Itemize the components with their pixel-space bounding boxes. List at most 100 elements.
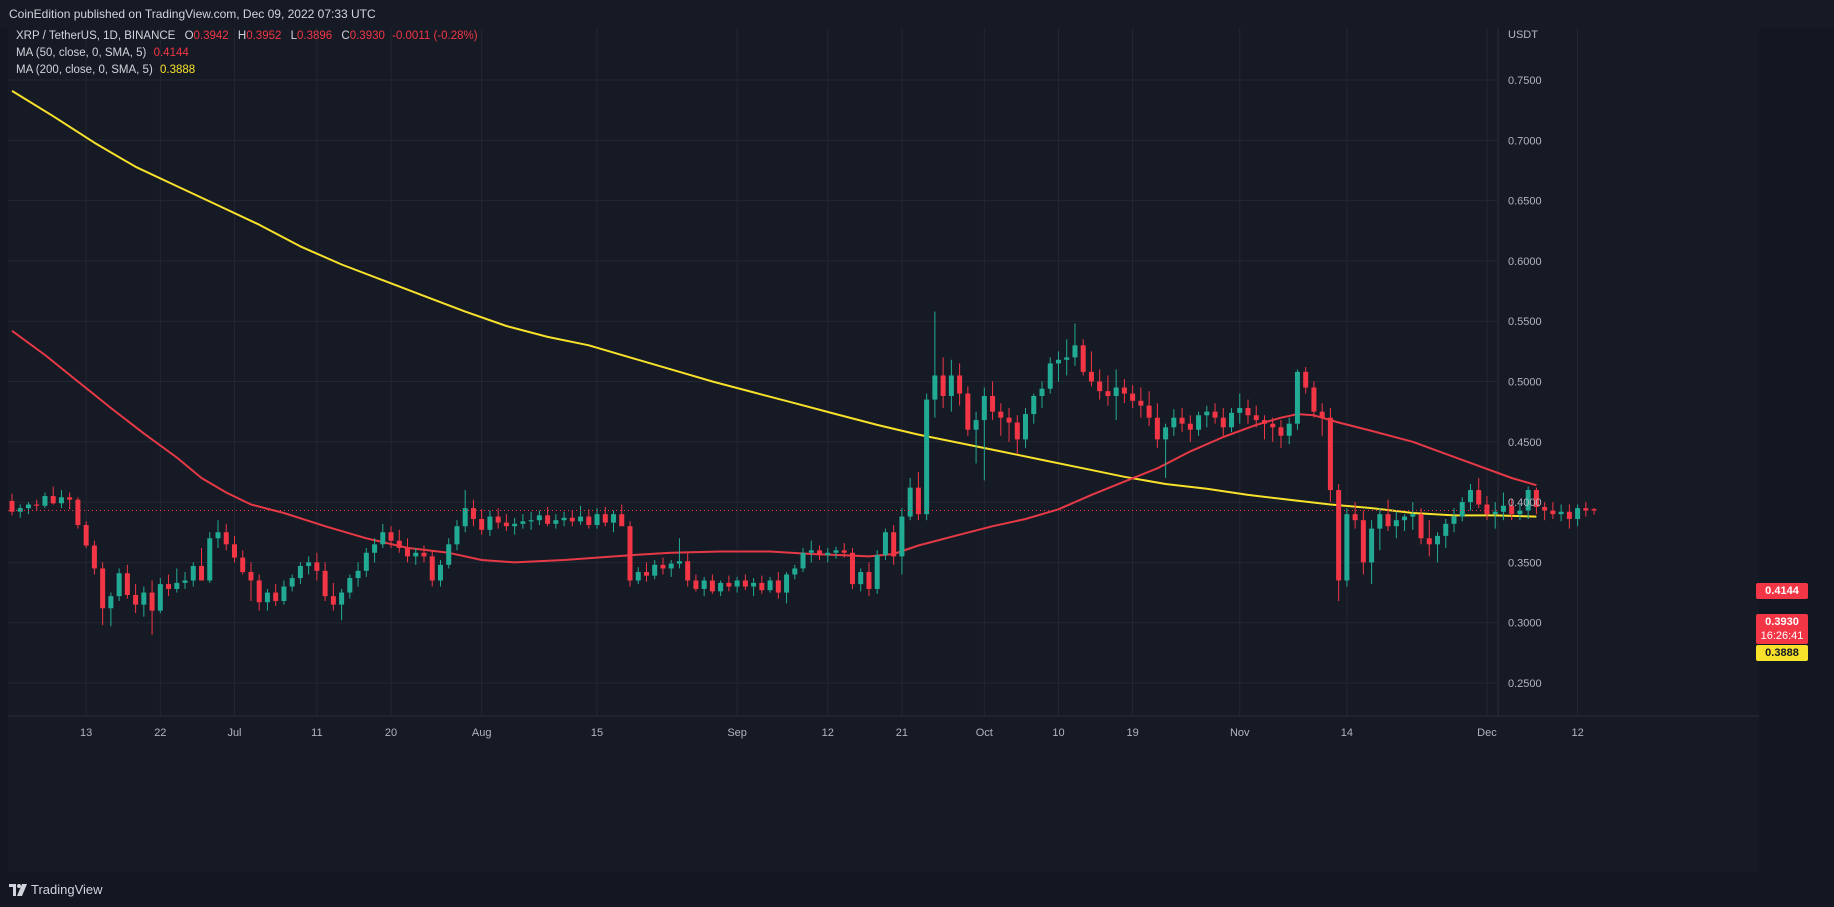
candle-body [396, 540, 402, 548]
candle-body [643, 572, 649, 576]
time-tick-label: Jul [227, 727, 241, 739]
candle-body [1055, 359, 1061, 364]
candle-body [668, 563, 674, 569]
candle-body [1566, 511, 1572, 519]
candle-body [1344, 514, 1350, 581]
legend-ma200-row[interactable]: MA (200, close, 0, SMA, 5) 0.3888 [16, 64, 195, 76]
candle-body [957, 375, 963, 394]
candle-body [998, 411, 1004, 418]
candle-body [462, 508, 468, 527]
candle-body [1237, 408, 1243, 413]
candle-body [619, 514, 625, 527]
candle-body [858, 572, 864, 585]
time-tick-label: Aug [472, 727, 492, 739]
candle-body [248, 572, 254, 581]
candle-body [1336, 490, 1342, 581]
price-tick-label: 0.7500 [1508, 75, 1542, 87]
tradingview-logo[interactable]: TradingView [9, 882, 103, 897]
candle-body [116, 573, 122, 597]
candle-body [602, 514, 608, 523]
candle-body [685, 561, 691, 581]
price-axis-unit: USDT [1508, 29, 1538, 41]
price-tick-label: 0.4500 [1508, 437, 1542, 449]
price-tick-label: 0.4000 [1508, 497, 1542, 509]
candle-body [1196, 415, 1202, 430]
candle-body [833, 550, 839, 553]
candle-body [1327, 417, 1333, 491]
candle-body [289, 578, 295, 587]
candle-body [1533, 490, 1539, 507]
candle-body [1220, 417, 1226, 428]
candle-body [256, 580, 262, 603]
candle-body [1121, 387, 1127, 394]
time-tick-label: 22 [154, 727, 166, 739]
time-tick-label: 21 [896, 727, 908, 739]
candle-body [429, 556, 435, 581]
candle-body [767, 580, 773, 591]
time-tick-label: 10 [1052, 727, 1064, 739]
candle-body [528, 520, 534, 522]
legend-high-value: 0.3952 [246, 30, 282, 42]
candle-body [891, 532, 897, 557]
candle-body [1080, 345, 1086, 372]
candle-body [503, 522, 509, 527]
candle-body [882, 532, 888, 556]
candle-body [1171, 417, 1177, 428]
candle-body [470, 508, 476, 519]
time-tick-label: Nov [1230, 727, 1250, 739]
candle-body [1047, 363, 1053, 389]
candle-body [1360, 520, 1366, 563]
candle-body [124, 573, 130, 595]
candle-body [800, 552, 806, 569]
candle-body [1303, 371, 1309, 388]
candle-body [849, 552, 855, 585]
price-tick-label: 0.3000 [1508, 618, 1542, 630]
candle-body [1319, 411, 1325, 418]
candle-body [487, 516, 493, 530]
candle-body [182, 580, 188, 583]
candle-body [775, 580, 781, 593]
candle-body [660, 564, 666, 569]
time-tick-label: 20 [385, 727, 397, 739]
price-chart[interactable]: 0.2500 0.3000 0.3500 0.4000 0.4500 0.5000 0.55… [8, 28, 1759, 872]
candle-body [718, 582, 724, 592]
candle-body [1163, 427, 1169, 440]
candle-body [693, 580, 699, 589]
candle-body [1500, 505, 1506, 512]
candle-body [339, 592, 345, 605]
candle-body [1130, 393, 1136, 401]
candle-body [627, 526, 633, 581]
candle-body [413, 552, 419, 557]
legend-ma50-row[interactable]: MA (50, close, 0, SMA, 5) 0.4144 [16, 47, 189, 59]
countdown-timer: 16:26:41 [1760, 630, 1804, 642]
candle-body [1402, 516, 1408, 521]
candle-body [1204, 411, 1210, 416]
candle-body [437, 564, 443, 581]
candle-body [1352, 514, 1358, 521]
candle-body [1006, 417, 1012, 423]
chart-area[interactable]: 0.2500 0.3000 0.3500 0.4000 0.4500 0.5000 0.55… [8, 28, 1759, 872]
ma200-line [11, 90, 1537, 518]
candle-body [676, 561, 682, 564]
candle-body [479, 518, 485, 530]
ma200-price-tag: 0.3888 [1756, 645, 1808, 661]
candle-body [1253, 415, 1259, 421]
candle-body [1377, 514, 1383, 529]
candle-body [635, 572, 641, 581]
candle-body [924, 399, 930, 515]
candle-body [1146, 405, 1152, 418]
candle-body [742, 580, 748, 587]
candle-body [1105, 391, 1111, 396]
candle-body [1393, 520, 1399, 527]
time-tick-label: 12 [1571, 727, 1583, 739]
legend-low-label: L [290, 30, 298, 42]
candle-body [578, 516, 584, 522]
candle-body [190, 566, 196, 581]
time-tick-label: 15 [591, 727, 603, 739]
candle-body [75, 499, 81, 526]
candle-body [940, 375, 946, 396]
candle-body [1187, 423, 1193, 430]
candle-body [421, 552, 427, 557]
legend-symbol: XRP / TetherUS, 1D, BINANCE [16, 30, 176, 42]
legend-open-value: 0.3942 [193, 30, 229, 42]
